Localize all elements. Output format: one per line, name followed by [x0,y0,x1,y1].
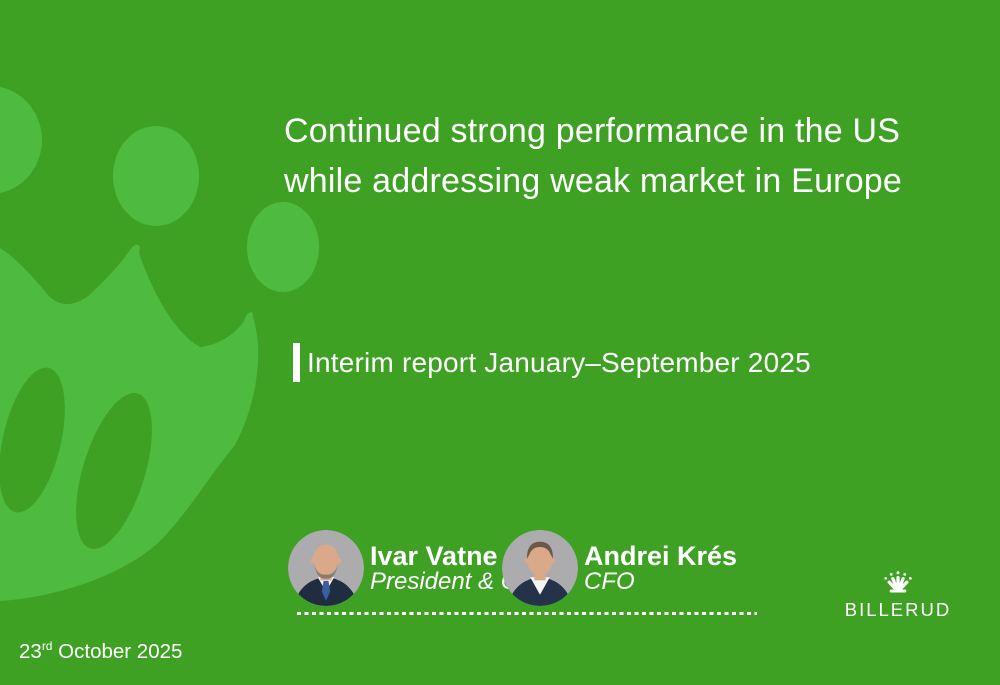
subtitle-accent-bar [293,343,300,382]
dotted-divider [297,612,757,615]
billerud-logo-text: BILLERUD [844,599,952,620]
presenter-andrei-kres: Andrei Krés CFO [502,530,737,606]
subtitle-text: Interim report January–September 2025 [307,347,811,378]
andrei-kres-photo [502,530,578,606]
date-ordinal: rd [41,639,53,654]
presenter-role: CFO [584,567,635,595]
title-line-2: while addressing weak market in Europe [284,162,903,200]
title-line-1: Continued strong performance in the US [284,112,901,150]
billerud-crown-icon [884,571,912,593]
subtitle-row: Interim report January–September 2025 [293,343,811,382]
slide-date: 23rd October 2025 [19,640,182,664]
date-day: 23 [19,640,42,663]
presenter-name: Andrei Krés [584,540,738,571]
billerud-logo: BILLERUD [843,570,953,621]
ivar-vatne-photo [288,530,364,606]
date-rest: October 2025 [52,640,183,663]
presenter-name: Ivar Vatne [370,540,498,571]
page-title: Continued strong performance in the US w… [284,106,902,206]
